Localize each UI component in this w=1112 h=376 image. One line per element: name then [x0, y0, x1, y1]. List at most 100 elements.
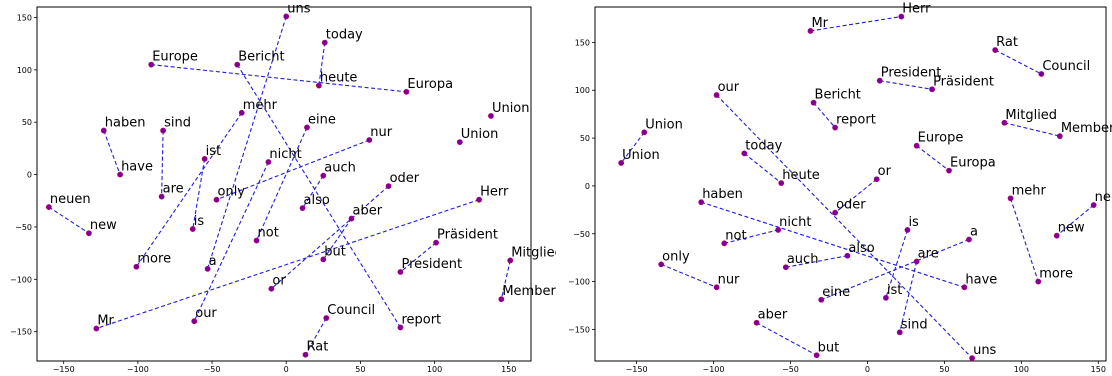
label-rat: Rat — [307, 340, 329, 355]
x-tick-label: 150 — [1091, 365, 1106, 374]
pair-line-mitglied-member — [1004, 122, 1060, 137]
point-member — [1056, 133, 1063, 140]
point-ist — [201, 155, 208, 162]
pair-line-haben-have — [701, 201, 965, 288]
label-heute: heute — [320, 71, 358, 86]
right-scatter-panel: −150 −100 −50 0 50 100 150 −150 −100 −50 0 50 100 150… — [556, 0, 1112, 376]
label-ist: ist — [887, 283, 902, 298]
label-more: more — [137, 252, 171, 267]
point-eine — [818, 296, 825, 303]
pair-line-are-sind — [899, 261, 918, 333]
x-tick-label: −100 — [127, 365, 149, 374]
y-tick-label: 100 — [17, 66, 32, 75]
pair-line-council-rat — [305, 317, 327, 355]
pair-line-praesident-president — [400, 242, 437, 273]
point-sind — [896, 329, 903, 336]
label-union: Union — [622, 148, 660, 163]
label-herr: Herr — [902, 2, 931, 17]
point-our — [191, 318, 198, 325]
point-union — [488, 113, 494, 119]
pair-line-nicht-our — [193, 161, 269, 322]
point-praesident — [433, 239, 439, 246]
label-auch: auch — [324, 161, 356, 176]
point-heute — [315, 82, 322, 89]
point-auch — [320, 172, 327, 179]
point-union — [618, 160, 625, 166]
label-nur: nur — [718, 272, 740, 287]
label-our: our — [718, 80, 740, 95]
point-only — [658, 261, 665, 268]
point-mr — [93, 325, 100, 332]
label-report: report — [401, 312, 441, 327]
label-praesident: Präsident — [933, 74, 994, 89]
label-have: have — [965, 272, 997, 287]
point-president — [397, 269, 404, 275]
pair-line-neuen-new — [1056, 204, 1095, 237]
point-europe — [913, 142, 920, 149]
point-europa — [403, 88, 410, 95]
point-but — [320, 256, 327, 263]
pair-line-nur-only — [216, 139, 370, 201]
point-praesident — [929, 86, 935, 93]
y-tick-label: 50 — [580, 134, 590, 143]
label-have: have — [121, 160, 153, 175]
point-neuen — [1090, 202, 1097, 208]
label-president: President — [401, 257, 462, 272]
x-tick-label: −100 — [703, 365, 725, 374]
label-mehr: mehr — [1012, 183, 1047, 198]
right-word-alignment-plot: −150 −100 −50 0 50 100 150 −150 −100 −50 0 50 100 150… — [568, 2, 1112, 374]
point-not — [253, 237, 260, 244]
x-tick-label: 100 — [1014, 365, 1029, 374]
point-nur — [713, 284, 720, 291]
label-is: is — [194, 214, 205, 229]
label-aber: aber — [758, 308, 788, 323]
label-eine: eine — [308, 112, 336, 127]
y-tick-label: 0 — [27, 171, 32, 180]
point-herr — [898, 13, 905, 20]
label-more: more — [1039, 267, 1073, 282]
label-member: Member — [502, 284, 556, 299]
point-or — [873, 176, 880, 183]
pair-line-rat-council — [994, 49, 1042, 75]
x-tick-label: 150 — [501, 365, 516, 374]
point-but — [813, 352, 820, 359]
point-have — [117, 171, 123, 178]
pair-line-president-praesident — [879, 80, 933, 90]
pair-line-bericht-report — [813, 102, 836, 128]
label-not: not — [725, 228, 746, 243]
point-more — [133, 263, 140, 270]
y-tick-label: 50 — [22, 118, 32, 127]
label-only: only — [218, 185, 246, 200]
point-nicht — [265, 159, 272, 165]
label-new: new — [90, 218, 117, 233]
label-sind: sind — [901, 317, 928, 332]
pair-line-or-oder — [834, 178, 878, 214]
pair-line-is-ist — [885, 229, 908, 299]
label-or: or — [272, 274, 286, 289]
point-sind — [160, 127, 166, 134]
pair-line-sind-are — [161, 130, 164, 197]
y-tick-label: −50 — [573, 230, 590, 239]
label-haben: haben — [105, 116, 146, 131]
label-also: also — [848, 241, 874, 256]
point-rat — [992, 47, 999, 53]
label-union: Union — [492, 101, 530, 116]
label-a: a — [970, 224, 978, 239]
point-union — [641, 129, 648, 136]
x-tick-label: 50 — [355, 365, 365, 374]
plot-frame — [594, 6, 1107, 362]
label-rat: Rat — [996, 35, 1018, 50]
point-report — [397, 324, 404, 331]
point-report — [832, 124, 839, 131]
label-nur: nur — [370, 125, 392, 140]
pair-line-not-nicht — [724, 229, 779, 244]
point-president — [876, 77, 883, 84]
label-herr: Herr — [480, 185, 509, 200]
label-union: Union — [645, 117, 683, 132]
point-bericht — [810, 99, 817, 106]
pair-line-ist-is — [192, 158, 206, 230]
label-also: also — [304, 193, 330, 208]
pair-line-uns-a — [207, 16, 287, 269]
point-is — [189, 226, 196, 232]
pair-line-haben-have — [103, 130, 121, 175]
